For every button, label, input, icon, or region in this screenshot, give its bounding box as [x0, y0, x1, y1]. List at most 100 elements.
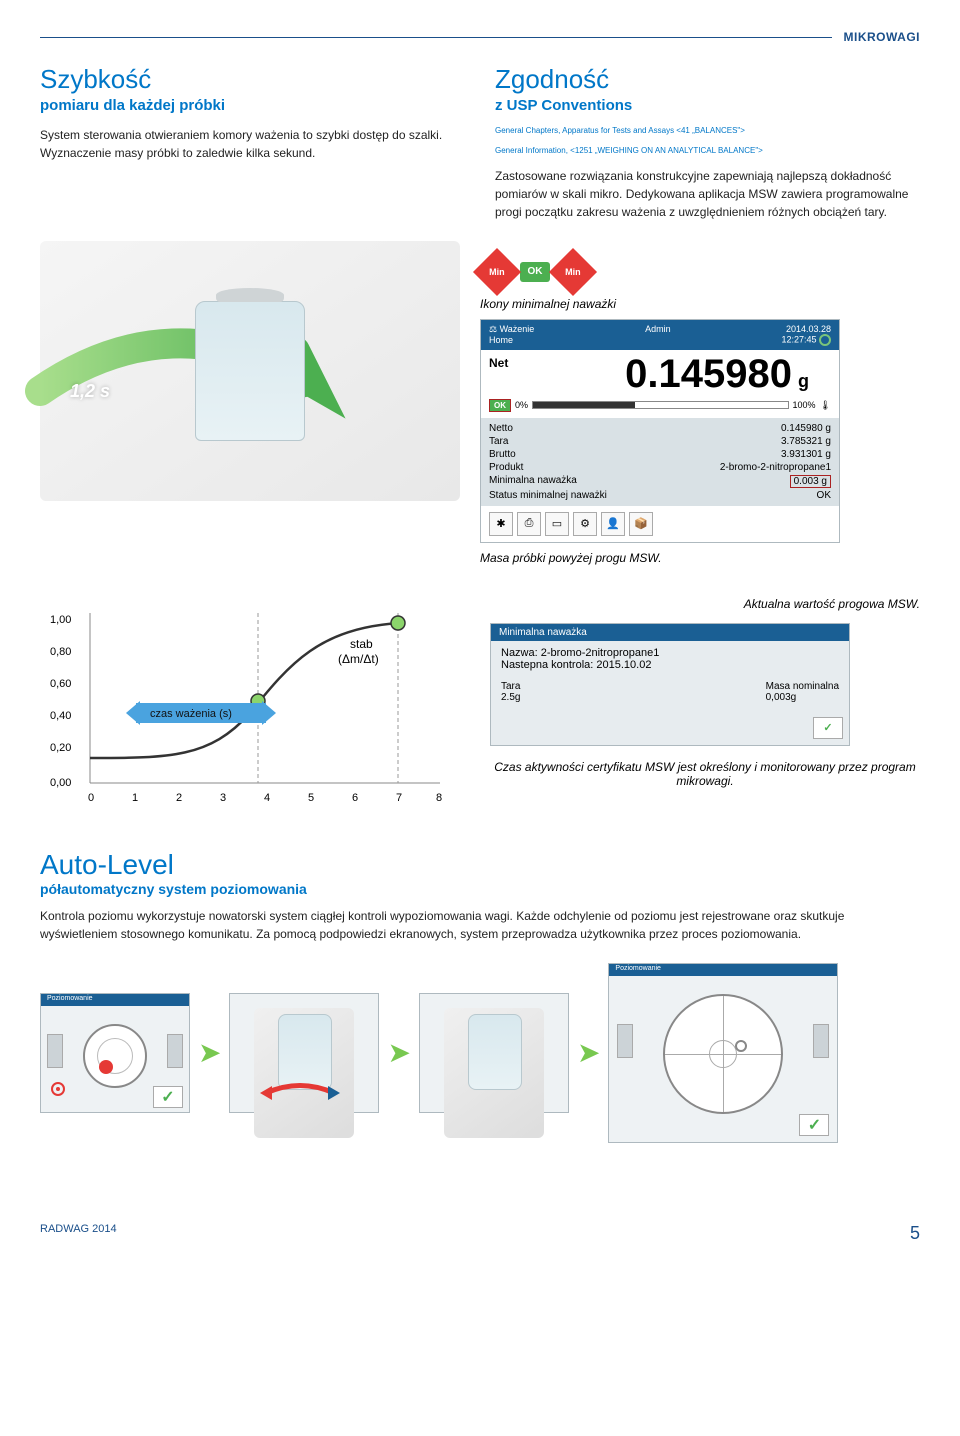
progress-row: OK 0% 100% 🌡	[481, 397, 839, 418]
header-rule-row: MIKROWAGI	[40, 30, 920, 44]
header-rule	[40, 37, 832, 38]
footer-page: 5	[910, 1223, 920, 1244]
home-label: Home	[489, 335, 534, 345]
speed-value: 1,2 s	[70, 381, 110, 402]
autolevel-subtitle: półautomatyczny system poziomowania	[40, 881, 920, 897]
ok-badge-icon: OK	[520, 262, 550, 282]
confirm-btn-2[interactable]: ✓	[799, 1114, 829, 1136]
svg-text:0: 0	[88, 792, 94, 804]
progress-bar	[532, 401, 789, 409]
balance-photo: 1,2 s	[40, 241, 460, 501]
tool-btn-2[interactable]: ⎙	[517, 512, 541, 536]
page-footer: RADWAG 2014 5	[0, 1173, 960, 1264]
tool-btn-5[interactable]: 👤	[601, 512, 625, 536]
device-mini-2	[444, 1008, 544, 1138]
time-label: 12:27:45	[781, 334, 831, 346]
lvl-header-1: Poziomowanie	[41, 994, 189, 1006]
mode-label: ⚖ Ważenie	[489, 324, 534, 335]
row-status-v: OK	[817, 490, 831, 501]
progress-0: 0%	[515, 400, 528, 410]
msw-popup: Minimalna naważka Nazwa: 2-bromo-2nitrop…	[490, 623, 850, 746]
svg-text:1,00: 1,00	[50, 614, 71, 626]
cross-center	[709, 1040, 737, 1068]
row-product-v: 2-bromo-2-nitropropane1	[720, 462, 831, 473]
popup-mass-k: Masa nominalna	[766, 681, 839, 692]
pad-right-2	[813, 1024, 829, 1058]
caption-cert: Czas aktywności certyfikatu MSW jest okr…	[490, 760, 920, 788]
compliance-title: Zgodność	[495, 64, 920, 95]
bubble-target-1	[83, 1024, 147, 1088]
popup-mass-v: 0,003g	[766, 692, 839, 703]
stability-chart: 1,00 0,80 0,60 0,40 0,20 0,00 0 1 2 3 4 …	[40, 593, 460, 833]
row-product-k: Produkt	[489, 462, 523, 473]
thermometer-icon: 🌡	[820, 400, 831, 411]
row-min-v: 0.003 g	[790, 475, 831, 488]
row-tara-v: 3.785321 g	[781, 436, 831, 447]
pad-left-2	[617, 1024, 633, 1058]
row-tara-k: Tara	[489, 436, 508, 447]
ok-indicator: OK	[489, 399, 511, 412]
device-mini-1	[254, 1008, 354, 1138]
row-brutto-k: Brutto	[489, 449, 516, 460]
main-weight-display: Net 0.145980 g	[481, 350, 839, 397]
svg-text:0,80: 0,80	[50, 646, 71, 658]
rotate-arrow-icon	[260, 1082, 340, 1104]
net-label: Net	[489, 356, 508, 370]
screen-header: ⚖ Ważenie Home Admin 2014.03.28 12:27:45	[481, 320, 839, 350]
svg-text:3: 3	[220, 792, 226, 804]
popup-title: Minimalna naważka	[491, 624, 849, 641]
svg-text:6: 6	[352, 792, 358, 804]
weighing-screen: ⚖ Ważenie Home Admin 2014.03.28 12:27:45…	[480, 319, 840, 543]
svg-text:0,00: 0,00	[50, 777, 71, 789]
svg-text:7: 7	[396, 792, 402, 804]
cross-dot	[735, 1040, 747, 1052]
popup-ok-button[interactable]: ✓	[813, 717, 843, 739]
weighing-chamber	[195, 301, 305, 441]
tool-btn-6[interactable]: 📦	[629, 512, 653, 536]
level-step-3	[419, 993, 569, 1113]
user-label: Admin	[645, 324, 671, 346]
compliance-subtitle: z USP Conventions	[495, 97, 920, 114]
pad-left-1	[47, 1034, 63, 1068]
popup-name: Nazwa: 2-bromo-2nitropropane1	[501, 647, 839, 659]
tool-btn-4[interactable]: ⚙	[573, 512, 597, 536]
svg-text:(Δm/Δt): (Δm/Δt)	[338, 652, 379, 666]
popup-next: Nastepna kontrola: 2015.10.02	[501, 659, 839, 671]
warn-icon-1	[51, 1082, 65, 1096]
row-brutto-v: 3.931301 g	[781, 449, 831, 460]
svg-text:0,40: 0,40	[50, 710, 71, 722]
leveling-sequence: Poziomowanie ✓ ➤ ➤ ➤ Poziomowanie	[40, 963, 920, 1143]
speed-body: System sterowania otwieraniem komory waż…	[40, 126, 465, 162]
arrow-3: ➤	[577, 1036, 600, 1069]
tool-btn-1[interactable]: ✱	[489, 512, 513, 536]
date-label: 2014.03.28	[781, 324, 831, 334]
cross-target	[663, 994, 783, 1114]
weight-unit: g	[798, 371, 809, 391]
svg-text:1: 1	[132, 792, 138, 804]
caption-current-msw: Aktualna wartość progowa MSW.	[490, 597, 920, 611]
level-step-4: Poziomowanie ✓	[608, 963, 838, 1143]
svg-text:0,20: 0,20	[50, 742, 71, 754]
arrow-2: ➤	[387, 1036, 410, 1069]
right-column: Zgodność z USP Conventions General Chapt…	[495, 64, 920, 221]
level-step-1: Poziomowanie ✓	[40, 993, 190, 1113]
lvl-header-2: Poziomowanie	[609, 964, 837, 976]
footer-brand: RADWAG 2014	[40, 1223, 117, 1244]
weight-value: 0.145980	[625, 352, 792, 396]
min-icons-row: Min OK Min	[480, 255, 920, 289]
popup-tara-k: Tara	[501, 681, 520, 692]
svg-text:czas ważenia (s): czas ważenia (s)	[150, 708, 232, 720]
autolevel-body: Kontrola poziomu wykorzystuje nowatorski…	[40, 907, 920, 943]
tool-btn-3[interactable]: ▭	[545, 512, 569, 536]
info-panel: Netto0.145980 g Tara3.785321 g Brutto3.9…	[481, 418, 839, 506]
min-clock-icon: Min	[473, 248, 521, 296]
popup-tara-v: 2.5g	[501, 692, 520, 703]
min-icons-caption: Ikony minimalnej naważki	[480, 297, 920, 311]
pad-right-1	[167, 1034, 183, 1068]
left-column: Szybkość pomiaru dla każdej próbki Syste…	[40, 64, 465, 221]
row-netto-v: 0.145980 g	[781, 423, 831, 434]
autolevel-title: Auto-Level	[40, 849, 920, 881]
level-step-2	[229, 993, 379, 1113]
confirm-btn-1[interactable]: ✓	[153, 1086, 183, 1108]
header-category: MIKROWAGI	[844, 30, 921, 44]
